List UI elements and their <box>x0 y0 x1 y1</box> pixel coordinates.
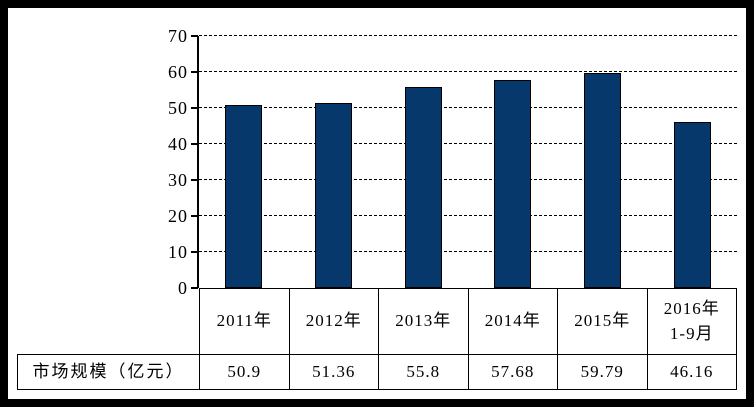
table-header-cell-5: 2015年 <box>557 289 647 354</box>
table-header-cell-2: 2012年 <box>288 289 379 354</box>
bar-6 <box>673 121 711 288</box>
bar-1 <box>225 104 263 288</box>
y-tick-label: 0 <box>178 278 188 298</box>
table-header-cell-1: 2011年 <box>216 311 272 331</box>
y-tick-60 <box>191 71 198 73</box>
table-value-cell-3: 55.8 <box>378 355 468 389</box>
y-axis-line <box>197 36 199 288</box>
y-tick-50 <box>191 107 198 109</box>
y-tick-70 <box>191 35 198 37</box>
table-header-cell-6: 2016年 1-9月 <box>646 289 737 354</box>
y-tick-10 <box>191 251 198 253</box>
y-tick-label: 60 <box>168 62 188 82</box>
table-value-row: 市场规模（亿元） 50.9 51.36 55.8 57.68 59.79 46.16 <box>17 354 737 390</box>
gridline-70 <box>199 35 737 36</box>
table-value-cell-2: 51.36 <box>288 355 379 389</box>
table-value-cell-6: 46.16 <box>646 355 737 389</box>
table-row-label: 市场规模（亿元） <box>32 361 185 381</box>
table-value-cell-4: 57.68 <box>467 355 558 389</box>
gridline-20 <box>199 215 737 216</box>
bar-2 <box>315 103 352 288</box>
y-tick-20 <box>191 215 198 217</box>
bar-4 <box>494 80 532 288</box>
y-tick-label: 70 <box>168 26 188 46</box>
gridline-30 <box>199 179 737 180</box>
gridline-50 <box>199 107 737 108</box>
gridline-40 <box>199 143 737 144</box>
chart-inner-area: 0 10 20 30 40 50 60 70 2011年 2012年 2013年 2014年 2015… <box>8 8 746 399</box>
bar-5 <box>584 72 621 288</box>
y-tick-label: 30 <box>168 170 188 190</box>
table-value-cell-1: 50.9 <box>199 355 289 389</box>
y-tick-label: 50 <box>168 98 188 118</box>
bar-3 <box>404 87 442 288</box>
table-header-row: 2011年 2012年 2013年 2014年 2015年 2016年 1-9月 <box>199 288 737 355</box>
y-tick-40 <box>191 143 198 145</box>
y-tick-30 <box>191 179 198 181</box>
y-tick-0 <box>191 287 198 289</box>
table-header-cell-4: 2014年 <box>467 289 558 354</box>
y-tick-label: 40 <box>168 134 188 154</box>
table-header-cell-3: 2013年 <box>378 289 468 354</box>
gridline-60 <box>199 71 737 72</box>
table-value-cell-5: 59.79 <box>557 355 647 389</box>
gridline-10 <box>199 251 737 252</box>
y-tick-label: 20 <box>168 206 188 226</box>
y-tick-label: 10 <box>168 242 188 262</box>
